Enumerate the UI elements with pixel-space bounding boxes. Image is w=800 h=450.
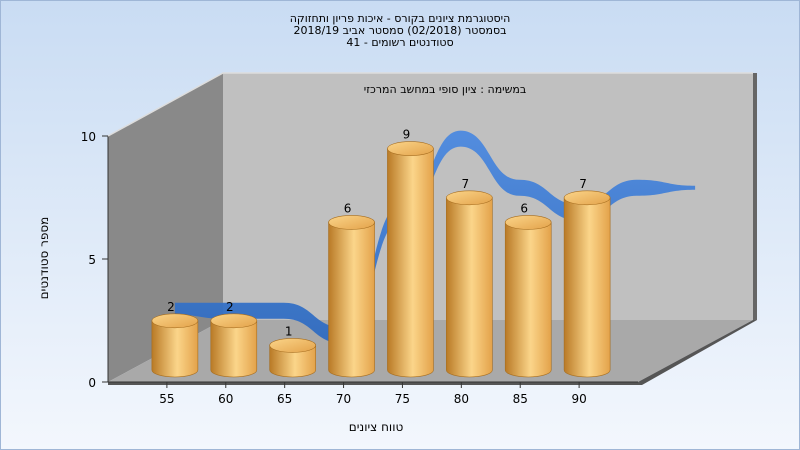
x-axis-label: טווח ציונים bbox=[349, 420, 404, 434]
top-edge bbox=[107, 72, 753, 137]
bar-top bbox=[151, 313, 199, 329]
y-tick-label: 5 bbox=[88, 253, 96, 267]
bar-value-label: 2 bbox=[226, 300, 234, 314]
bar-body bbox=[446, 197, 493, 378]
bar-top bbox=[328, 215, 375, 230]
bar-value-label: 1 bbox=[285, 324, 293, 338]
bar-value-label: 6 bbox=[520, 201, 528, 215]
chart-title-line-2: בסמסטר (02/2018) סמסטר אביב 2018/19 bbox=[293, 24, 507, 37]
bar: 6 bbox=[328, 201, 375, 378]
bar-value-label: 2 bbox=[167, 300, 175, 314]
x-tick-label: 60 bbox=[218, 392, 233, 406]
chart-subtitle: במשימה : ציון סופי במחשב המרכזי bbox=[364, 83, 527, 96]
bar-value-label: 9 bbox=[403, 128, 411, 142]
bar: 2 bbox=[210, 300, 258, 378]
bar: 9 bbox=[387, 128, 434, 378]
chart-title-line-1: היסטוגרמת ציונים בקורס - איכות פריון ותח… bbox=[289, 12, 511, 25]
bar-value-label: 7 bbox=[462, 177, 470, 191]
bar-body bbox=[328, 222, 375, 378]
bar-top bbox=[446, 190, 493, 206]
x-tick-label: 80 bbox=[454, 392, 469, 406]
bar: 1 bbox=[269, 324, 316, 378]
y-tick-label: 10 bbox=[81, 130, 96, 144]
back-wall-edge bbox=[753, 73, 757, 320]
bar: 7 bbox=[563, 177, 611, 378]
bar-body bbox=[387, 148, 434, 378]
x-tick-label: 75 bbox=[395, 392, 410, 406]
bar-value-label: 6 bbox=[344, 201, 352, 215]
bar-value-label: 7 bbox=[579, 177, 587, 191]
y-tick-label: 0 bbox=[88, 376, 96, 390]
x-tick-label: 55 bbox=[159, 392, 174, 406]
bar: 7 bbox=[446, 177, 493, 378]
bar-top bbox=[269, 338, 316, 353]
chart-title-line-3: סטודנטים רשומים - 41 bbox=[346, 36, 454, 49]
bar: 2 bbox=[151, 300, 199, 378]
bar-body bbox=[504, 222, 552, 378]
bar-top bbox=[387, 141, 434, 156]
bar: 6 bbox=[504, 201, 552, 378]
trend-ribbon-surface bbox=[174, 130, 696, 344]
bar-top bbox=[210, 313, 258, 329]
bar-body bbox=[210, 320, 258, 378]
x-tick-label: 85 bbox=[513, 392, 528, 406]
bar-top bbox=[504, 215, 552, 230]
x-tick-label: 90 bbox=[571, 392, 586, 406]
bar-body bbox=[151, 320, 199, 378]
x-axis: 55 60 65 70 75 80 85 90 bbox=[159, 382, 587, 406]
bar-top bbox=[563, 190, 611, 206]
bar-body bbox=[269, 345, 316, 378]
x-tick-label: 65 bbox=[277, 392, 292, 406]
y-axis: 0 5 10 bbox=[81, 130, 108, 390]
trend-ribbon bbox=[174, 130, 696, 344]
x-tick-label: 70 bbox=[336, 392, 351, 406]
bars: 2 2 1 6 9 7 6 7 bbox=[151, 128, 611, 378]
y-axis-label: מספר סטודנטים bbox=[37, 217, 51, 300]
bar-body bbox=[563, 197, 611, 378]
